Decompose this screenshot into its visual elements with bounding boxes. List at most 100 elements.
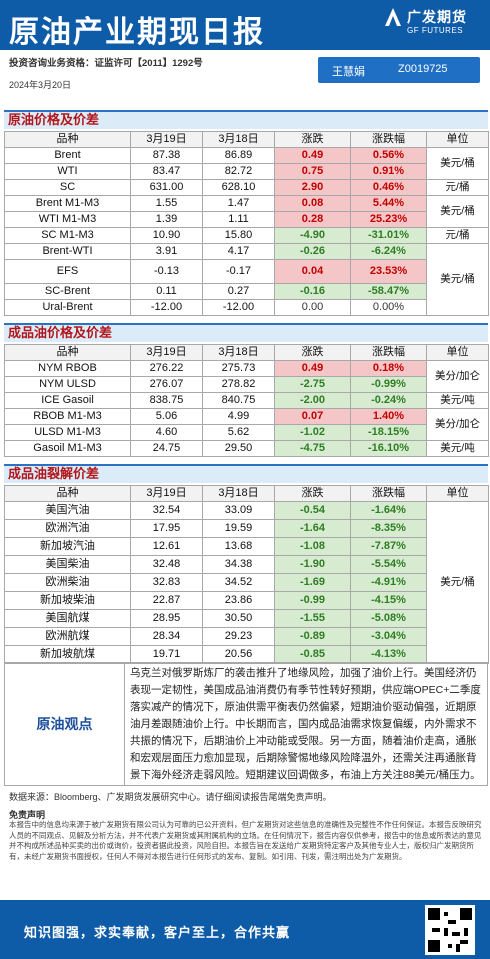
cell-change: -0.54 bbox=[274, 501, 351, 520]
cracks-header-row: 品种 3月19日 3月18日 涨跌 涨跌幅 单位 bbox=[4, 485, 489, 502]
cell-date1: 5.06 bbox=[130, 408, 203, 425]
cell-change-pct: -4.13% bbox=[350, 645, 427, 664]
license-line: 投资咨询业务资格：证监许可【2011】1292号 bbox=[9, 58, 203, 69]
cell-date1: 32.83 bbox=[130, 573, 203, 592]
cell-name: NYM RBOB bbox=[4, 360, 131, 377]
cell-date1: 87.38 bbox=[130, 147, 203, 164]
report-footer: 知识图强，求实奉献，客户至上，合作共赢 bbox=[0, 900, 490, 959]
cell-change: 0.08 bbox=[274, 195, 351, 212]
cell-date2: 15.80 bbox=[202, 227, 275, 244]
cell-date2: 34.52 bbox=[202, 573, 275, 592]
table-row: 欧洲柴油 32.83 34.52 -1.69 -4.91% bbox=[4, 573, 489, 592]
column-header: 3月19日 bbox=[130, 131, 203, 148]
cell-change-pct: 23.53% bbox=[350, 259, 427, 284]
cell-date1: 276.22 bbox=[130, 360, 203, 377]
cell-change-pct: -58.47% bbox=[350, 283, 427, 300]
cell-date1: -0.13 bbox=[130, 259, 203, 284]
crude-table: 品种 3月19日 3月18日 涨跌 涨跌幅 单位 Brent 87.38 86.89 0.49 0… bbox=[4, 131, 489, 316]
cell-date1: 1.55 bbox=[130, 195, 203, 212]
cell-change: 0.00 bbox=[274, 299, 351, 316]
cell-date2: 34.38 bbox=[202, 555, 275, 574]
cell-date2: 4.17 bbox=[202, 243, 275, 260]
column-header: 3月18日 bbox=[202, 131, 275, 148]
cell-name: SC M1-M3 bbox=[4, 227, 131, 244]
table-row: SC 631.00 628.10 2.90 0.46% 元/桶 bbox=[4, 179, 489, 196]
cell-change: 0.28 bbox=[274, 211, 351, 228]
cell-unit: 美分/加仑 bbox=[426, 408, 489, 441]
cell-change-pct: -7.87% bbox=[350, 537, 427, 556]
column-header: 涨跌 bbox=[274, 485, 351, 502]
cell-change-pct: -31.01% bbox=[350, 227, 427, 244]
cell-date2: 29.23 bbox=[202, 627, 275, 646]
report-header: 原油产业期现日报 广发期货 GF FUTURES bbox=[0, 0, 490, 50]
cell-change-pct: -16.10% bbox=[350, 440, 427, 457]
cell-unit: 元/桶 bbox=[426, 179, 489, 196]
cell-change: -1.02 bbox=[274, 424, 351, 441]
section-cracks-title: 成品油裂解价差 bbox=[4, 464, 488, 483]
analyst-name: 王慧娟 bbox=[332, 66, 365, 78]
cell-change-pct: 5.44% bbox=[350, 195, 427, 212]
disclaimer-title: 免责声明 bbox=[9, 810, 46, 820]
cell-name: EFS bbox=[4, 259, 131, 284]
cell-change-pct: -6.24% bbox=[350, 243, 427, 260]
products-table: 品种 3月19日 3月18日 涨跌 涨跌幅 单位 NYM RBOB 276.22 275.73… bbox=[4, 344, 489, 457]
section-products-title: 成品油价格及价差 bbox=[4, 323, 488, 342]
cell-unit: 美元/桶 bbox=[426, 195, 489, 228]
crude-view-box: 原油观点 乌克兰对俄罗斯炼厂的袭击推升了地缘风险，加强了油价上行。美国经济仍表现… bbox=[4, 662, 488, 786]
column-header: 品种 bbox=[4, 344, 131, 361]
cell-date2: 13.68 bbox=[202, 537, 275, 556]
cell-date2: 33.09 bbox=[202, 501, 275, 520]
cell-name: 欧洲航煤 bbox=[4, 627, 131, 646]
table-row: 欧洲汽油 17.95 19.59 -1.64 -8.35% bbox=[4, 519, 489, 538]
cell-change-pct: -0.24% bbox=[350, 392, 427, 409]
cell-change-pct: -3.04% bbox=[350, 627, 427, 646]
cell-date2: 4.99 bbox=[202, 408, 275, 425]
cell-name: Brent M1-M3 bbox=[4, 195, 131, 212]
column-header: 涨跌 bbox=[274, 344, 351, 361]
report-date: 2024年3月20日 bbox=[9, 80, 72, 90]
cell-change: 2.90 bbox=[274, 179, 351, 196]
cell-change: -1.64 bbox=[274, 519, 351, 538]
footer-slogan: 知识图强，求实奉献，客户至上，合作共赢 bbox=[24, 926, 291, 941]
cell-unit: 美元/桶 bbox=[426, 501, 489, 664]
cell-date1: -12.00 bbox=[130, 299, 203, 316]
column-header: 涨跌幅 bbox=[350, 131, 427, 148]
cell-change: 0.75 bbox=[274, 163, 351, 180]
cell-name: RBOB M1-M3 bbox=[4, 408, 131, 425]
cell-date2: -0.17 bbox=[202, 259, 275, 284]
table-row: Ural-Brent -12.00 -12.00 0.00 0.00% bbox=[4, 299, 489, 316]
table-row: ULSD M1-M3 4.60 5.62 -1.02 -18.15% bbox=[4, 424, 489, 441]
cell-date1: 22.87 bbox=[130, 591, 203, 610]
cell-change-pct: 0.91% bbox=[350, 163, 427, 180]
cell-date1: 1.39 bbox=[130, 211, 203, 228]
cell-name: WTI bbox=[4, 163, 131, 180]
company-logo: 广发期货 GF FUTURES bbox=[383, 6, 483, 42]
cell-change-pct: 0.18% bbox=[350, 360, 427, 377]
cell-change-pct: -5.54% bbox=[350, 555, 427, 574]
cell-date2: 20.56 bbox=[202, 645, 275, 664]
cell-name: 欧洲汽油 bbox=[4, 519, 131, 538]
column-header: 3月18日 bbox=[202, 344, 275, 361]
cell-date2: 0.27 bbox=[202, 283, 275, 300]
table-row: 美国汽油 32.54 33.09 -0.54 -1.64% 美元/桶 bbox=[4, 501, 489, 664]
table-row: ICE Gasoil 838.75 840.75 -2.00 -0.24% 美元/吨 bbox=[4, 392, 489, 409]
cell-date1: 24.75 bbox=[130, 440, 203, 457]
column-header: 单位 bbox=[426, 131, 489, 148]
cell-change-pct: -18.15% bbox=[350, 424, 427, 441]
table-row: SC M1-M3 10.90 15.80 -4.90 -31.01% 元/桶 bbox=[4, 227, 489, 244]
table-row: 美国航煤 28.95 30.50 -1.55 -5.08% bbox=[4, 609, 489, 628]
cell-change-pct: -1.64% bbox=[350, 501, 427, 520]
cell-name: SC-Brent bbox=[4, 283, 131, 300]
cell-date1: 838.75 bbox=[130, 392, 203, 409]
table-row: NYM ULSD 276.07 278.82 -2.75 -0.99% bbox=[4, 376, 489, 393]
cell-name: SC bbox=[4, 179, 131, 196]
cell-date2: 29.50 bbox=[202, 440, 275, 457]
table-row: Brent M1-M3 1.55 1.47 0.08 5.44% 美元/桶 bbox=[4, 195, 489, 228]
cell-change: -1.90 bbox=[274, 555, 351, 574]
products-header-row: 品种 3月19日 3月18日 涨跌 涨跌幅 单位 bbox=[4, 344, 489, 361]
cell-date1: 32.48 bbox=[130, 555, 203, 574]
column-header: 3月18日 bbox=[202, 485, 275, 502]
cell-name: 美国柴油 bbox=[4, 555, 131, 574]
cell-change: 0.49 bbox=[274, 360, 351, 377]
cell-change: -1.08 bbox=[274, 537, 351, 556]
